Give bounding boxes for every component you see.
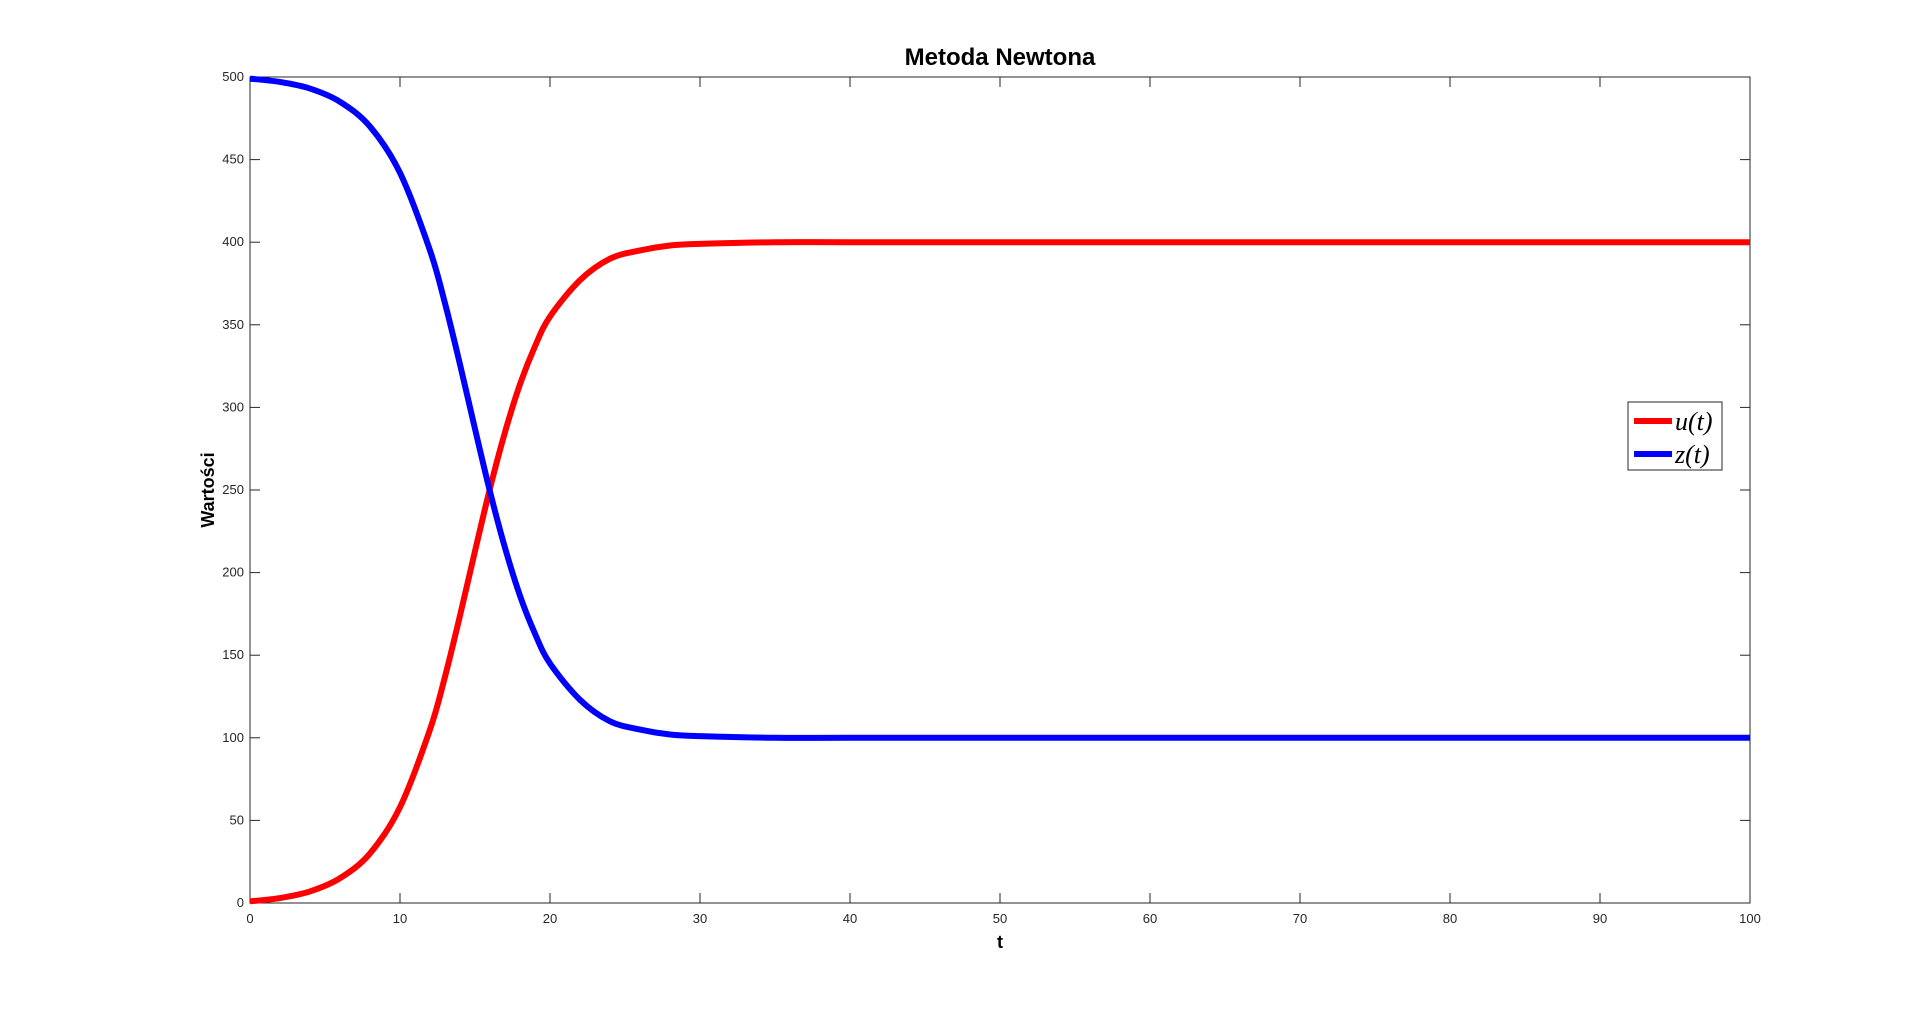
y-tick-label: 100 bbox=[222, 730, 244, 745]
x-tick-label: 10 bbox=[393, 911, 407, 926]
x-tick-label: 70 bbox=[1293, 911, 1307, 926]
x-tick-label: 80 bbox=[1443, 911, 1457, 926]
series-line-u bbox=[249, 239, 1751, 905]
x-tick-label: 0 bbox=[246, 911, 253, 926]
chart-title: Metoda Newtona bbox=[905, 44, 1096, 71]
y-axis-title: Wartości bbox=[198, 452, 218, 527]
y-tick-label: 500 bbox=[222, 69, 244, 84]
x-tick-label: 30 bbox=[693, 911, 707, 926]
legend-label-u: u(t) bbox=[1675, 407, 1713, 436]
y-tick-label: 150 bbox=[222, 647, 244, 662]
y-tick-label: 50 bbox=[230, 812, 244, 827]
y-tick-label: 300 bbox=[222, 399, 244, 414]
x-tick-label: 40 bbox=[843, 911, 857, 926]
series-lines bbox=[249, 75, 1751, 905]
y-tick-label: 0 bbox=[237, 895, 244, 910]
x-axis-title: t bbox=[997, 932, 1003, 952]
x-tick-label: 60 bbox=[1143, 911, 1157, 926]
x-tick-label: 100 bbox=[1739, 911, 1761, 926]
legend-box bbox=[1627, 401, 1723, 471]
legend-label-z: z(t) bbox=[1674, 440, 1710, 469]
y-tick-label: 200 bbox=[222, 565, 244, 580]
legend: u(t) z(t) bbox=[1627, 401, 1723, 471]
y-tick-label: 400 bbox=[222, 234, 244, 249]
x-tick-label: 20 bbox=[543, 911, 557, 926]
plot-area bbox=[249, 76, 1751, 904]
x-tick-label: 50 bbox=[993, 911, 1007, 926]
y-tick-label: 250 bbox=[222, 482, 244, 497]
series-line-z bbox=[249, 75, 1750, 741]
y-tick-label: 450 bbox=[222, 152, 244, 167]
x-tick-label: 90 bbox=[1593, 911, 1607, 926]
y-tick-label: 350 bbox=[222, 317, 244, 332]
axis-ticks: 0 10 20 30 40 50 60 70 80 90 100 0 50 100 150 200 250 300… bbox=[222, 69, 1761, 926]
